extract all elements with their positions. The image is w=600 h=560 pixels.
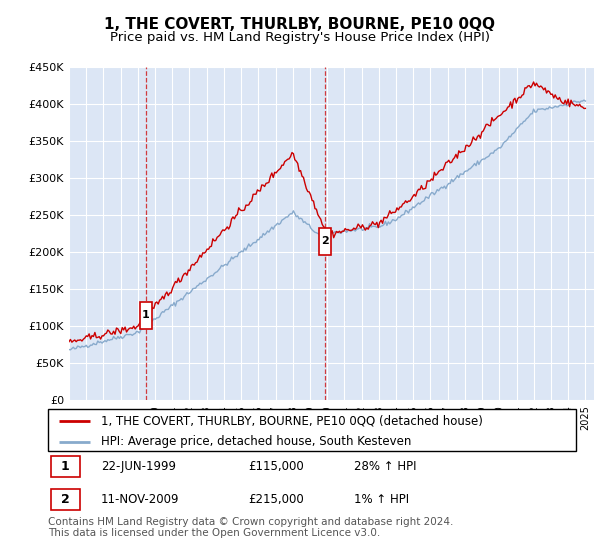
Text: 2: 2: [321, 236, 329, 246]
Text: 1: 1: [61, 460, 70, 473]
Text: 1, THE COVERT, THURLBY, BOURNE, PE10 0QQ: 1, THE COVERT, THURLBY, BOURNE, PE10 0QQ: [104, 17, 496, 32]
FancyBboxPatch shape: [50, 456, 80, 477]
Text: 11-NOV-2009: 11-NOV-2009: [101, 493, 179, 506]
Text: 1: 1: [142, 310, 150, 320]
Text: 22-JUN-1999: 22-JUN-1999: [101, 460, 176, 473]
Bar: [319, 228, 331, 255]
FancyBboxPatch shape: [50, 489, 80, 510]
Text: 28% ↑ HPI: 28% ↑ HPI: [354, 460, 417, 473]
Text: £215,000: £215,000: [248, 493, 304, 506]
Text: Contains HM Land Registry data © Crown copyright and database right 2024.
This d: Contains HM Land Registry data © Crown c…: [48, 517, 454, 539]
Text: 2: 2: [61, 493, 70, 506]
Text: 1% ↑ HPI: 1% ↑ HPI: [354, 493, 409, 506]
Text: HPI: Average price, detached house, South Kesteven: HPI: Average price, detached house, Sout…: [101, 435, 411, 448]
Text: £115,000: £115,000: [248, 460, 304, 473]
Text: Price paid vs. HM Land Registry's House Price Index (HPI): Price paid vs. HM Land Registry's House …: [110, 31, 490, 44]
Text: 1, THE COVERT, THURLBY, BOURNE, PE10 0QQ (detached house): 1, THE COVERT, THURLBY, BOURNE, PE10 0QQ…: [101, 414, 482, 427]
FancyBboxPatch shape: [48, 409, 576, 451]
Bar: [140, 302, 152, 329]
